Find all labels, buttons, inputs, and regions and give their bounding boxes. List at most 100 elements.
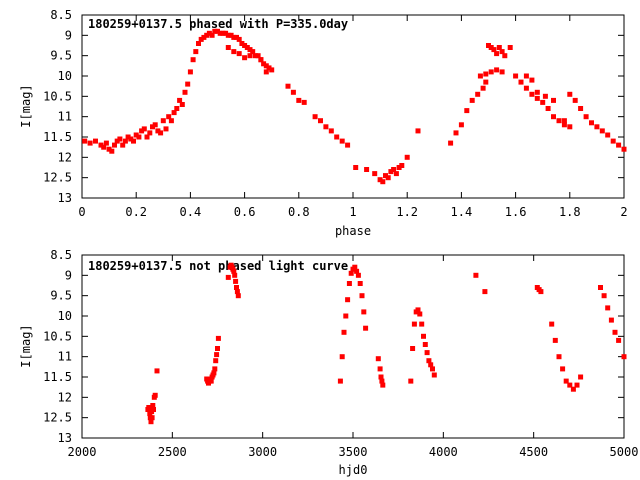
y-tick-label: 11 [58,350,72,364]
data-point [574,382,580,388]
data-point [380,179,386,185]
data-point [225,45,231,50]
data-point [408,378,414,384]
y-tick-label: 11 [58,110,72,124]
data-point [236,36,242,42]
y-axis-label: I[mag] [19,324,33,367]
data-point [345,142,351,148]
data-point [269,67,275,73]
data-point [208,378,214,384]
data-point [385,175,391,181]
y-tick-label: 13 [58,191,72,205]
data-point [473,272,479,278]
data-point [139,128,145,134]
x-tick-label: 4000 [429,445,458,459]
x-tick-label: 4500 [519,445,548,459]
data-point [475,91,481,97]
y-tick-label: 9.5 [50,49,72,63]
data-point [415,307,421,313]
x-tick-label: 1 [349,205,356,219]
data-point [396,165,402,170]
data-point [148,419,154,425]
data-point [223,30,229,36]
data-point [422,342,428,347]
data-point [605,305,611,311]
data-point [198,36,204,42]
data-point [217,30,223,36]
data-point [578,106,584,111]
data-point [144,134,150,140]
data-point [255,53,261,59]
data-point [174,106,180,111]
data-point [494,51,500,57]
data-point [549,321,555,327]
data-point [82,138,88,144]
data-point [236,51,242,57]
data-point [339,354,345,360]
data-point [393,171,399,177]
data-point [379,378,385,384]
data-point [147,130,153,136]
data-point [201,34,207,40]
x-tick-label: 2 [620,205,627,219]
data-point [151,407,156,412]
data-point [312,114,318,120]
data-point [114,138,120,144]
data-point [168,118,174,124]
data-point [518,79,524,85]
data-point [431,372,437,378]
data-point [258,57,264,63]
data-point [190,57,196,63]
data-point [301,99,307,105]
data-point [166,114,172,120]
data-point [616,142,622,148]
data-point [109,148,115,154]
x-axis-label: hjd0 [339,463,368,477]
data-point [179,102,185,107]
y-tick-label: 10.5 [43,329,72,343]
y-tick-label: 8.5 [50,8,72,22]
data-point [117,136,123,142]
data-point [348,270,354,276]
data-point [150,124,155,130]
y-tick-label: 10.5 [43,89,72,103]
data-point [426,358,432,364]
data-point [538,289,544,295]
data-point [101,144,107,150]
data-point [513,73,519,79]
data-point [482,289,488,295]
phased-light-curve-panel: 180259+0137.5 phased with P=335.0day pha… [19,8,628,238]
data-point [483,79,489,85]
data-point [352,264,358,270]
data-point [146,405,152,410]
data-point [567,382,573,388]
x-tick-label: 2500 [158,445,187,459]
data-point [87,140,93,146]
data-point [187,69,193,75]
data-point [499,49,505,55]
y-tick-label: 10 [58,309,72,323]
data-point [213,358,219,364]
data-point [334,134,340,140]
data-point [594,124,600,130]
data-point [578,374,584,380]
data-point [377,177,383,183]
y-tick-label: 9 [65,268,72,282]
chart-title: 180259+0137.5 phased with P=335.0day [88,17,348,31]
data-point [185,81,191,87]
data-point [567,124,573,130]
data-point [359,293,365,299]
data-point [621,354,627,360]
data-point [534,89,540,95]
data-point [212,28,218,34]
data-point [239,41,245,46]
data-point [551,97,556,103]
data-point [570,386,576,392]
data-point [163,126,169,132]
data-point [233,278,239,284]
data-point [120,142,126,148]
data-point [160,118,166,124]
data-point [486,43,491,48]
data-point [225,274,231,280]
data-point [496,45,502,50]
